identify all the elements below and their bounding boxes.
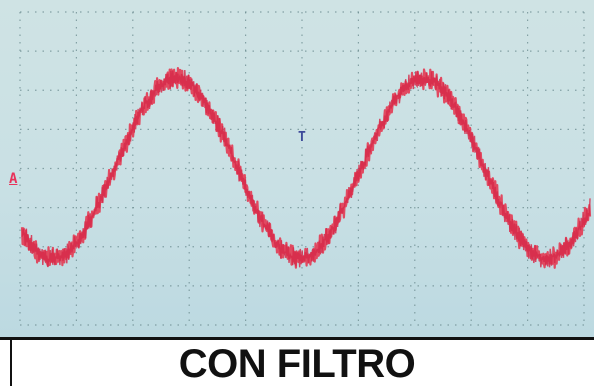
waveform-line-noise	[21, 69, 591, 268]
caption-bar: CON FILTRO	[0, 337, 594, 386]
caption-title: CON FILTRO	[178, 342, 416, 386]
waveform-plot	[19, 11, 592, 326]
scope-grid	[19, 11, 585, 326]
waveform-trace	[20, 66, 592, 269]
trigger-marker: T	[298, 130, 306, 145]
oscilloscope-screen: A T	[0, 0, 594, 337]
channel-a-marker: A	[9, 171, 18, 187]
